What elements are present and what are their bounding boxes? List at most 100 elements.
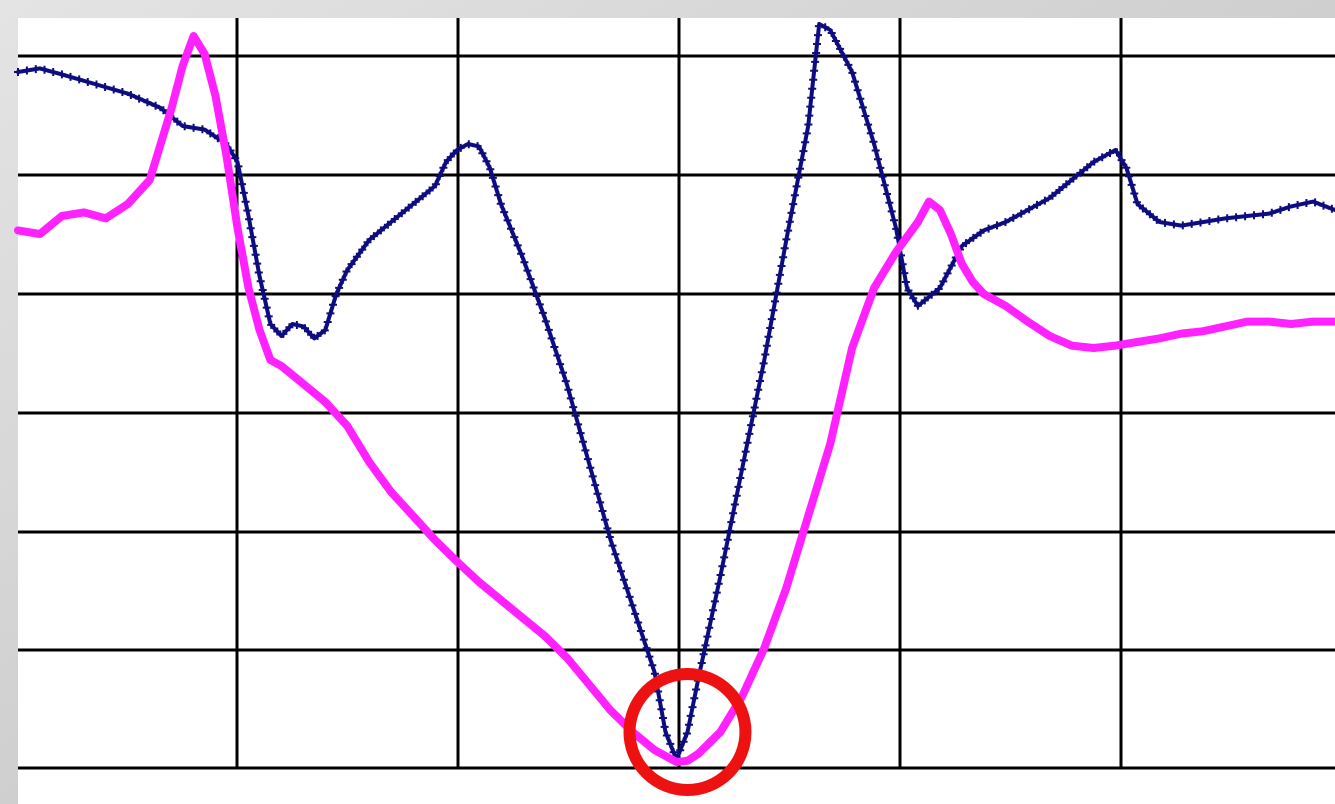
series-1-marker [1161,218,1169,227]
series-1-marker [943,269,952,278]
series-1-marker [747,421,756,430]
series-1-marker [1152,215,1161,224]
series-1-marker [75,75,84,84]
series-1-marker [780,244,789,253]
series-1-marker [679,737,688,746]
series-1-marker [827,29,836,37]
series-1-marker [1122,163,1131,172]
series-1-marker [716,571,725,579]
series-1-marker [777,262,786,270]
series-1-marker [243,206,252,215]
series-1-marker [1062,180,1071,189]
series-1-marker [1009,213,1018,222]
series-1-marker [1017,209,1026,218]
series-1-marker [529,283,538,292]
series-1-marker [260,294,269,303]
series-1-marker [831,37,840,45]
series-1-marker [478,149,487,158]
series-1-marker [1319,201,1328,210]
series-1-marker [634,618,643,627]
series-1-marker [1138,204,1147,213]
series-1-marker [262,303,271,312]
series-1-marker [750,403,759,412]
series-1-marker [431,180,440,189]
series-1-marker [676,746,685,755]
series-1-marker [159,106,168,115]
series-1-marker [608,541,617,550]
series-1-marker [927,290,936,299]
series-1-marker [1127,180,1136,189]
series-1-marker [666,739,675,748]
series-1-marker [836,44,845,53]
series-1-marker [256,277,265,286]
series-1-marker [762,341,771,350]
series-1-marker [561,377,570,386]
series-1-marker [984,224,993,233]
series-1-marker [600,515,609,524]
series-1-marker [503,216,512,225]
series-1-marker [1040,196,1049,205]
series-1-marker [588,472,597,481]
series-1-marker [435,172,444,180]
series-1-marker [425,186,434,195]
series-1-marker [1250,211,1258,220]
series-1-marker [31,65,40,74]
series-1-marker [913,301,922,310]
series-1-marker [705,623,714,632]
series-1-marker [1223,214,1232,223]
series-1-marker [376,226,385,235]
series-1-marker [22,66,31,75]
series-1-marker [1098,153,1107,162]
series-1-marker [611,550,620,559]
series-1-marker [397,209,406,218]
series-1-marker [352,252,361,261]
series-1-marker [1025,205,1034,214]
series-1-marker [774,279,783,288]
series-1-marker [279,329,288,338]
series-1-marker [591,481,600,490]
series-1-marker [443,156,452,165]
series-1-marker [1187,219,1196,228]
series-1-marker [874,155,882,164]
series-2-line [14,32,1335,766]
series-1-marker [206,129,215,138]
series-1-marker [491,182,500,191]
series-1-marker [784,226,793,235]
series-1-marker [810,66,819,75]
series-1-marker [807,93,816,102]
series-1-marker [267,320,276,329]
series-1-marker [189,123,198,132]
series-1-marker [690,694,699,703]
series-1-marker [890,216,898,225]
series-1-marker [564,385,573,394]
series-1-marker [576,429,585,438]
series-1-marker [648,661,657,670]
series-1-marker [801,138,810,147]
series-1-marker [709,606,717,615]
series-1-marker [738,465,747,474]
series-1-marker [909,294,918,303]
series-1-marker [710,597,719,606]
series-1-marker [307,330,316,339]
series-1-marker [814,22,823,31]
series-1-marker [805,111,814,120]
series-1-marker [707,615,716,623]
series-1-marker [526,275,535,284]
series-1-marker [556,360,565,369]
series-1-marker [544,325,553,334]
series-1-marker [1001,218,1010,227]
series-1-marker [418,192,427,201]
series-1-marker [1276,205,1285,214]
series-1-marker [685,720,693,729]
series-1-marker [1196,218,1205,227]
series-1-marker [631,609,640,618]
series-1-marker [878,172,887,181]
series-1-marker [109,85,118,94]
series-1-marker [1033,200,1041,209]
series-1-marker [764,332,773,341]
series-1-marker [239,188,248,197]
series-1-marker [464,140,473,149]
series-1-marker [118,88,127,96]
series-1-marker [151,101,160,110]
